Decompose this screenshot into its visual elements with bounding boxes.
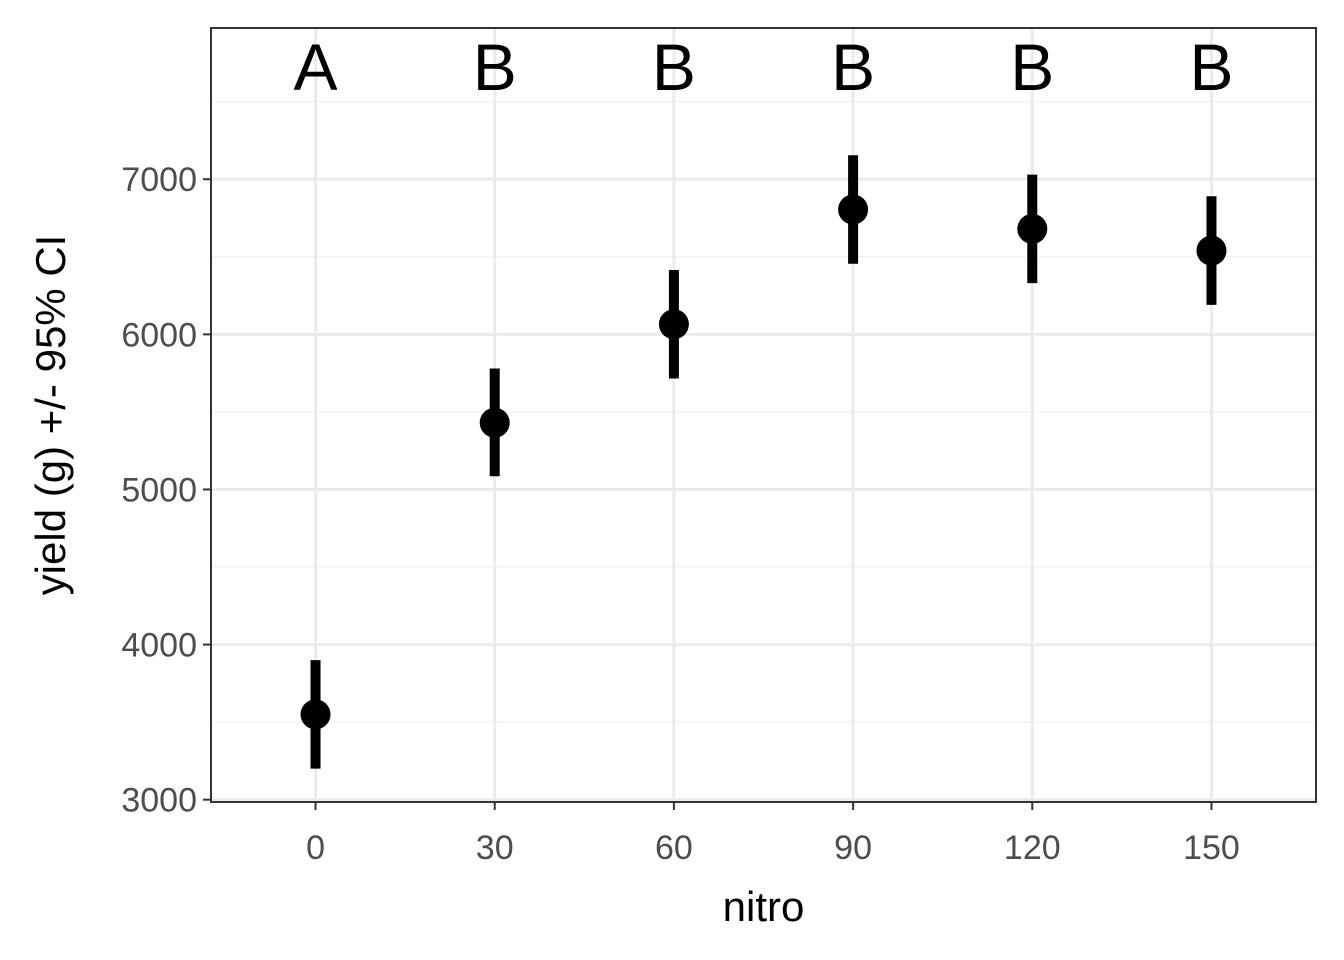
data-point <box>300 699 331 730</box>
grid-lines <box>211 28 1316 802</box>
x-tick-label: 0 <box>306 829 325 867</box>
x-tick-label: 90 <box>834 829 872 867</box>
panel-border <box>210 27 1317 803</box>
y-axis-title: yield (g) +/- 95% CI <box>27 235 74 596</box>
data-point <box>838 194 869 225</box>
y-tick-label: 7000 <box>121 161 197 199</box>
significance-letter: B <box>473 30 517 104</box>
x-tick-label: 60 <box>655 829 693 867</box>
data-point <box>658 309 689 340</box>
significance-letter: A <box>294 30 338 104</box>
x-tick-label: 150 <box>1183 829 1240 867</box>
y-tick-label: 5000 <box>121 471 197 509</box>
y-tick-label: 3000 <box>121 782 197 820</box>
x-axis-title: nitro <box>723 883 805 930</box>
y-tick-label: 4000 <box>121 627 197 665</box>
y-tick-label: 6000 <box>121 316 197 354</box>
data-marks <box>300 155 1227 769</box>
data-point <box>479 407 510 438</box>
axis-ticks: 3000 4000 5000 6000 7000 0 30 60 90 120 150 <box>121 161 1239 867</box>
significance-letter: B <box>1010 30 1054 104</box>
data-point <box>1196 235 1227 266</box>
significance-letter: B <box>1189 30 1233 104</box>
x-tick-label: 120 <box>1004 829 1061 867</box>
x-tick-label: 30 <box>476 829 514 867</box>
data-point <box>1017 213 1048 244</box>
significance-letter: B <box>652 30 696 104</box>
significance-letter: B <box>831 30 875 104</box>
